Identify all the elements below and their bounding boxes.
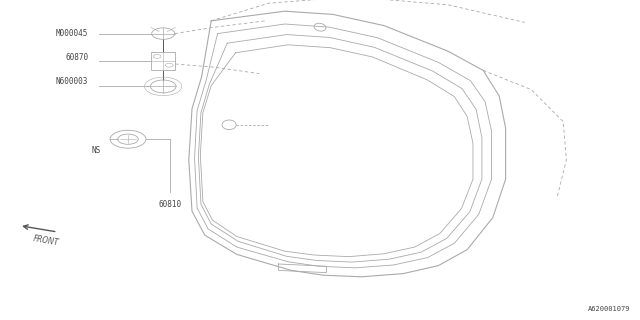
FancyBboxPatch shape [151, 52, 175, 70]
Text: M000045: M000045 [56, 29, 88, 38]
Text: NS: NS [92, 146, 100, 155]
Text: 60870: 60870 [65, 53, 88, 62]
Text: 60810: 60810 [158, 200, 181, 209]
Text: N600003: N600003 [56, 77, 88, 86]
Text: A620001079: A620001079 [588, 306, 630, 312]
Text: FRONT: FRONT [33, 234, 60, 248]
